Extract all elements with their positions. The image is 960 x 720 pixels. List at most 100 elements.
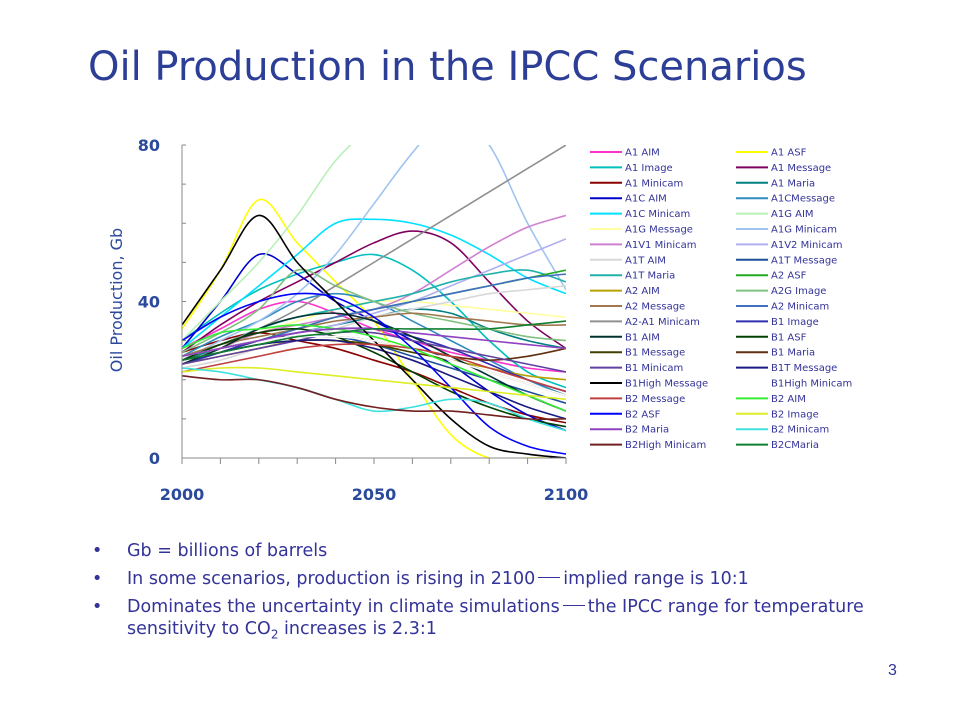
legend-item: B2CMaria [736, 440, 819, 451]
legend-label: B2High Minicam [625, 440, 706, 451]
legend-label: A1T Maria [625, 271, 675, 282]
legend-item: A2G Image [736, 286, 826, 297]
bullet-item-3: • Dominates the uncertainty in climate s… [92, 596, 922, 646]
bullet-text: increases is 2.3:1 [278, 619, 437, 639]
series-line-19 [182, 268, 566, 354]
series-line-39 [182, 320, 566, 361]
legend-label: A1T Message [771, 255, 837, 266]
bullet-text: Dominates the uncertainty in climate sim… [127, 597, 560, 617]
x-tick-marks [181, 458, 567, 464]
legend-label: A1G AIM [771, 209, 814, 220]
y-tick-label: 40 [138, 293, 160, 312]
series-line-35 [182, 366, 566, 401]
legend-label: B2 Image [771, 409, 819, 420]
legend-item: B2 AIM [736, 394, 806, 405]
x-tick-label: 2050 [352, 485, 397, 504]
legend-label: B1 Image [771, 317, 819, 328]
y-axis-title: Oil Production, Gb [107, 228, 126, 372]
legend-label: B1 Maria [771, 348, 815, 359]
legend-item: B1 Image [736, 317, 819, 328]
legend-item: A1T Maria [590, 271, 675, 282]
y-tick-label: 0 [149, 449, 160, 468]
bullet-text: implied range is 10:1 [563, 569, 749, 589]
legend-label: A1 AIM [625, 148, 660, 159]
legend-item: A1V1 Minicam [590, 240, 696, 251]
legend-item: B2 ASF [590, 409, 661, 420]
bullet-text: In some scenarios, production is rising … [127, 569, 536, 589]
legend-item: B1 AIM [590, 332, 660, 343]
legend-item: B1 Message [590, 348, 685, 359]
series-line-30 [182, 214, 566, 458]
legend-label: B1 ASF [771, 332, 807, 343]
legend-label: B2 AIM [771, 394, 806, 405]
tick-labels: 0 40 80 2000 2050 2100 [138, 136, 589, 504]
legend-label: A1 Image [625, 163, 673, 174]
x-tick-label: 2100 [544, 485, 589, 504]
legend-item: A1G Minicam [736, 225, 837, 236]
legend-item: B2High Minicam [590, 440, 706, 451]
legend-label: A1V2 Minicam [771, 240, 842, 251]
bullet-marker: • [92, 541, 103, 561]
legend-item: B1High Message [590, 379, 708, 390]
legend-item: B2 Maria [590, 425, 669, 436]
legend-item: B1T Message [736, 363, 837, 374]
legend-label: A1T AIM [625, 255, 666, 266]
legend-item: A1 Minicam [590, 178, 683, 189]
legend-item: B1 Maria [736, 348, 815, 359]
x-tick-label: 2000 [160, 485, 205, 504]
bullet-list: • Gb = billions of barrels • In some sce… [92, 540, 922, 652]
legend-label: A1G Minicam [771, 225, 837, 236]
legend-item: A1 AIM [590, 148, 660, 159]
legend-label: A2-A1 Minicam [625, 317, 700, 328]
series-line-34 [182, 292, 566, 455]
series-line-3 [182, 230, 566, 354]
legend-item: A1 Image [590, 163, 673, 174]
bullet-marker: • [92, 569, 103, 589]
em-dash [538, 576, 561, 578]
legend-label: A1 Maria [771, 178, 815, 189]
series-line-38 [182, 375, 566, 420]
legend-label: A2 Message [625, 302, 685, 313]
legend-item: A1V2 Minicam [736, 240, 842, 251]
legend-item: A1G Message [590, 225, 693, 236]
subscript-2: 2 [270, 627, 279, 642]
legend-item: A1C Minicam [590, 209, 690, 220]
bullet-item-2: • In some scenarios, production is risin… [92, 568, 922, 590]
legend-label: B1 Minicam [625, 363, 683, 374]
legend-label: B2 Maria [625, 425, 669, 436]
legend-label: A1G Message [625, 225, 693, 236]
legend-item: A2 Message [590, 302, 685, 313]
legend-label: B2CMaria [771, 440, 819, 451]
legend-label: A2 ASF [771, 271, 807, 282]
series-line-8 [182, 218, 566, 350]
legend-item: B1 ASF [736, 332, 807, 343]
bullet-item-1: • Gb = billions of barrels [92, 540, 922, 562]
slide-title: Oil Production in the IPCC Scenarios [88, 44, 807, 90]
legend-item: A2 AIM [590, 286, 660, 297]
legend-item: A1T Message [736, 255, 837, 266]
chart-legend: A1 AIM A1 ASF A1 Image A1 Message A1 Minicam… [590, 148, 852, 451]
legend-label: A1CMessage [771, 194, 835, 205]
legend-label: A1C Minicam [625, 209, 690, 220]
series-line-37 [182, 367, 566, 432]
legend-item: B2 Image [736, 409, 819, 420]
series-line-32 [182, 343, 566, 393]
series-lines [182, 145, 566, 458]
legend-label: B2 ASF [625, 409, 661, 420]
legend-item: B1High Minicam [736, 379, 852, 390]
series-line-25 [182, 327, 566, 428]
em-dash [562, 604, 585, 606]
legend-label: B1 Message [625, 348, 685, 359]
legend-item: B1 Minicam [590, 363, 683, 374]
bullet-text: the IPCC range for temperature sensitivi… [127, 597, 864, 639]
legend-label: A2 AIM [625, 286, 660, 297]
legend-label: A1V1 Minicam [625, 240, 696, 251]
legend-label: B2 Minicam [771, 425, 829, 436]
legend-item: A2-A1 Minicam [590, 317, 700, 328]
page-number: 3 [888, 662, 897, 679]
oil-production-chart: 0 40 80 2000 2050 2100 Oil Production, Gb A1 … [107, 136, 852, 504]
legend-label: B1High Message [625, 379, 708, 390]
legend-label: A1C AIM [625, 194, 667, 205]
legend-item: A2 ASF [736, 271, 807, 282]
legend-label: B1 AIM [625, 332, 660, 343]
